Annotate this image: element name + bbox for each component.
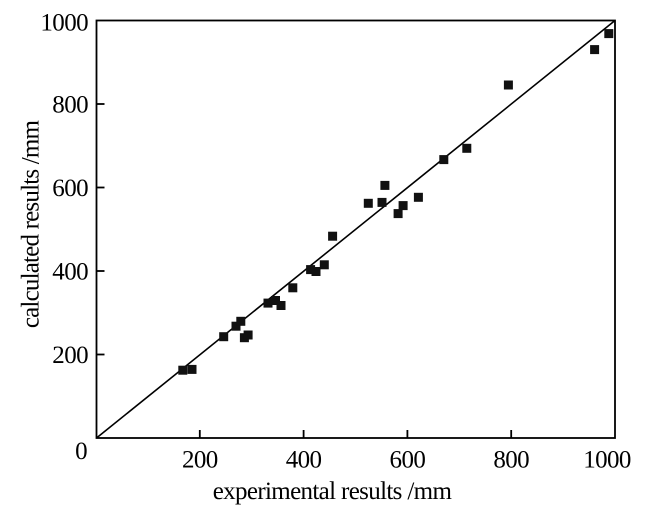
svg-text:calculated results /mm: calculated results /mm — [18, 119, 45, 328]
svg-text:1000: 1000 — [583, 447, 631, 474]
svg-text:800: 800 — [52, 92, 88, 119]
svg-text:400: 400 — [286, 447, 322, 474]
svg-text:400: 400 — [52, 259, 88, 286]
svg-text:200: 200 — [52, 342, 88, 369]
svg-text:800: 800 — [493, 447, 529, 474]
svg-text:600: 600 — [390, 447, 426, 474]
svg-text:1000: 1000 — [40, 10, 88, 37]
svg-text:200: 200 — [182, 447, 218, 474]
svg-text:600: 600 — [52, 175, 88, 202]
svg-text:experimental results /mm: experimental results /mm — [213, 478, 453, 505]
svg-text:0: 0 — [75, 438, 87, 465]
